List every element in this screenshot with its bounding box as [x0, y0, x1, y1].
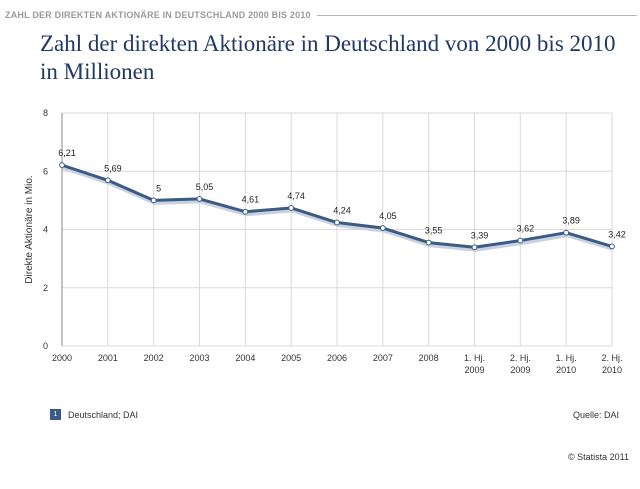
x-tick-label: 2003: [189, 353, 209, 363]
data-point: [379, 225, 386, 231]
x-tick-label: 2. Hj.: [601, 353, 622, 363]
x-tick-label: 2006: [327, 353, 347, 363]
data-point: [471, 244, 478, 251]
legend-label: Deutschland; DAI: [68, 409, 139, 420]
data-label: 4,61: [242, 195, 260, 205]
x-tick-label: 2009: [464, 365, 484, 375]
y-tick-label: 2: [43, 283, 48, 293]
data-label: 4,74: [287, 191, 305, 201]
data-point: [334, 219, 340, 226]
data-point: [609, 243, 615, 250]
data-label: 5,05: [196, 182, 214, 192]
y-axis-label: Direkte Aktionäre in Mio.: [24, 175, 35, 283]
x-tick-label: 2000: [52, 353, 72, 363]
data-label: 3,39: [471, 230, 489, 240]
y-tick-label: 4: [43, 225, 48, 235]
y-tick-label: 0: [43, 341, 48, 351]
source-note: Quelle: DAI: [572, 410, 619, 420]
x-tick-label: 1. Hj.: [464, 353, 485, 363]
data-label: 5,69: [104, 163, 122, 173]
data-point: [59, 162, 65, 169]
y-tick-label: 6: [43, 166, 48, 176]
y-tick-label: 8: [43, 108, 48, 118]
header-rule: [316, 14, 637, 16]
top-header: ZAHL DER DIREKTEN AKTIONÄRE IN DEUTSCHLA…: [5, 5, 637, 25]
data-label: 3,55: [425, 226, 443, 236]
data-label: 6,21: [58, 148, 76, 158]
x-tick-label: 2010: [602, 365, 622, 375]
legend-marker: 1: [50, 409, 61, 420]
x-tick-label: 2007: [373, 353, 393, 363]
data-label: 3,62: [517, 224, 535, 234]
data-point: [196, 196, 203, 202]
copyright: © Statista 2011: [567, 452, 629, 462]
data-label: 4,05: [379, 211, 397, 221]
data-point: [517, 237, 524, 244]
x-tick-label: 2005: [281, 353, 301, 363]
x-tick-label: 2002: [144, 353, 164, 363]
header-caption: ZAHL DER DIREKTEN AKTIONÄRE IN DEUTSCHLA…: [5, 10, 311, 20]
x-tick-label: 2001: [98, 353, 118, 363]
data-point: [242, 208, 249, 215]
x-tick-label: 2008: [419, 353, 439, 363]
data-point: [150, 197, 157, 204]
chart-title: Zahl der direkten Aktionäre in Deutschla…: [40, 31, 616, 84]
data-label: 3,89: [562, 216, 580, 226]
x-tick-label: 2009: [510, 365, 530, 375]
data-label: 4,24: [333, 206, 351, 216]
data-point: [104, 177, 111, 184]
data-point: [288, 205, 295, 211]
x-tick-label: 2. Hj.: [510, 353, 531, 363]
x-tick-label: 2010: [556, 365, 576, 375]
x-tick-label: 2004: [235, 353, 255, 363]
legend: 1 Deutschland; DAI: [50, 409, 138, 420]
data-point: [425, 239, 432, 246]
data-point: [563, 229, 570, 236]
data-label: 5: [156, 183, 161, 193]
x-tick-label: 1. Hj.: [556, 353, 577, 363]
data-label: 3,42: [608, 229, 626, 239]
